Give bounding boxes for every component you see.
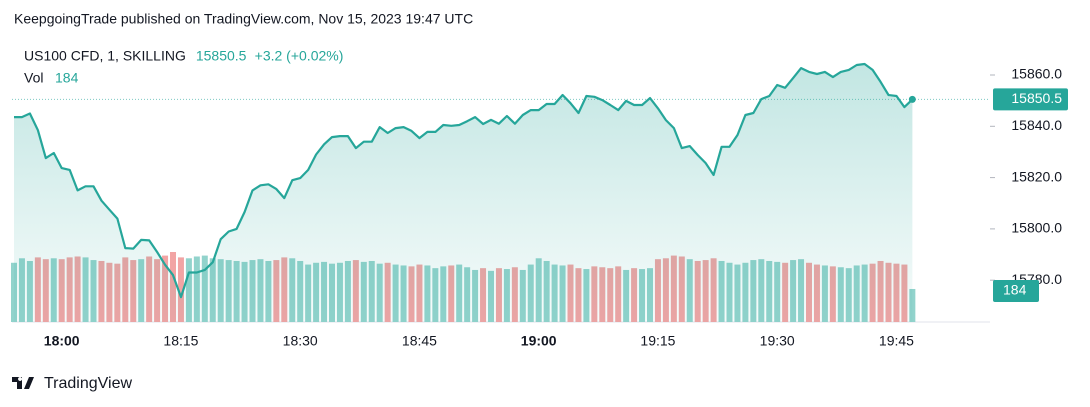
volume-badge (993, 280, 1039, 302)
x-tick-label: 19:45 (879, 333, 914, 349)
brand-name: TradingView (44, 375, 132, 392)
brand-logo (12, 377, 34, 389)
price-change: +3.2 (+0.02%) (255, 48, 344, 64)
x-tick-label: 18:00 (44, 333, 80, 349)
x-tick-label: 19:15 (640, 333, 675, 349)
x-tick-label: 18:30 (283, 333, 318, 349)
publish-header: KeepgoingTrade published on TradingView.… (14, 11, 473, 27)
y-tick-label: 15840.0 (1011, 117, 1062, 133)
price-area (14, 64, 913, 322)
price-line (14, 62, 914, 299)
x-tick-label: 18:45 (402, 333, 437, 349)
last-price: 15850.5 (196, 48, 247, 64)
volume-bar (177, 257, 184, 322)
volume-badge-label: 184 (1003, 282, 1027, 298)
last-point (908, 95, 916, 103)
x-tick-label: 19:00 (521, 333, 557, 349)
x-tick-label: 18:15 (163, 333, 198, 349)
y-tick-label: 15800.0 (1011, 220, 1062, 236)
x-tick-label: 19:30 (760, 333, 795, 349)
price-badge (993, 88, 1068, 111)
y-tick-label: 15860.0 (1011, 66, 1062, 82)
series-name: US100 CFD, 1, SKILLING (24, 48, 186, 64)
y-tick-label: 15820.0 (1011, 168, 1062, 184)
price-badge-label: 15850.5 (1011, 90, 1062, 106)
volume-name: Vol (24, 70, 43, 86)
volume-last: 184 (55, 70, 79, 86)
